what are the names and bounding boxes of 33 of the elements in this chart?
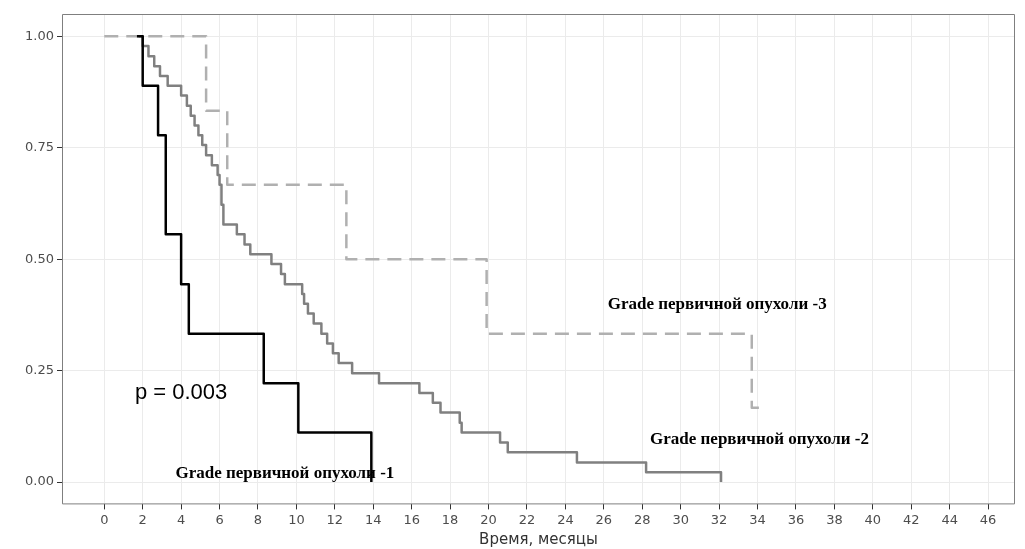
x-tick-label: 20 [480, 511, 497, 527]
x-tick-label: 2 [138, 511, 147, 527]
y-tick-label: 0.50 [25, 250, 54, 266]
x-tick-label: 38 [826, 511, 843, 527]
annotation: p = 0.003 [134, 379, 228, 405]
x-tick-label: 26 [595, 511, 613, 527]
y-tick-label: 1.00 [25, 27, 54, 43]
x-tick-label: 14 [364, 511, 382, 527]
y-tick-label: 0.75 [25, 139, 54, 155]
x-tick-label: 34 [749, 511, 766, 527]
x-tick-label: 8 [253, 511, 263, 527]
x-tick-label: 32 [710, 511, 728, 527]
x-tick-label: 12 [326, 511, 344, 527]
series-label: Grade первичной опухоли -2 [650, 428, 869, 448]
x-tick-label: 28 [633, 511, 651, 527]
x-tick-label: 36 [787, 511, 805, 527]
x-tick-label: 0 [100, 511, 109, 527]
x-tick-label: 4 [176, 511, 186, 527]
y-tick-label: 0.00 [25, 473, 54, 489]
x-axis-title: Время, месяцы [479, 529, 598, 548]
y-tick-label: 0.25 [25, 362, 54, 378]
series-label: Grade первичной опухоли -3 [607, 294, 827, 314]
x-tick-label: 44 [941, 511, 958, 527]
x-tick-label: 42 [902, 511, 920, 527]
x-tick-label: 40 [864, 511, 882, 527]
x-tick-label: 24 [557, 511, 574, 527]
x-tick-label: 6 [215, 511, 224, 527]
x-tick-label: 22 [518, 511, 536, 527]
x-tick-label: 10 [288, 511, 305, 527]
x-tick-label: 16 [403, 511, 420, 527]
x-tick-label: 30 [672, 511, 689, 527]
x-tick-label: 46 [979, 511, 997, 527]
x-tick-label: 18 [441, 511, 459, 527]
